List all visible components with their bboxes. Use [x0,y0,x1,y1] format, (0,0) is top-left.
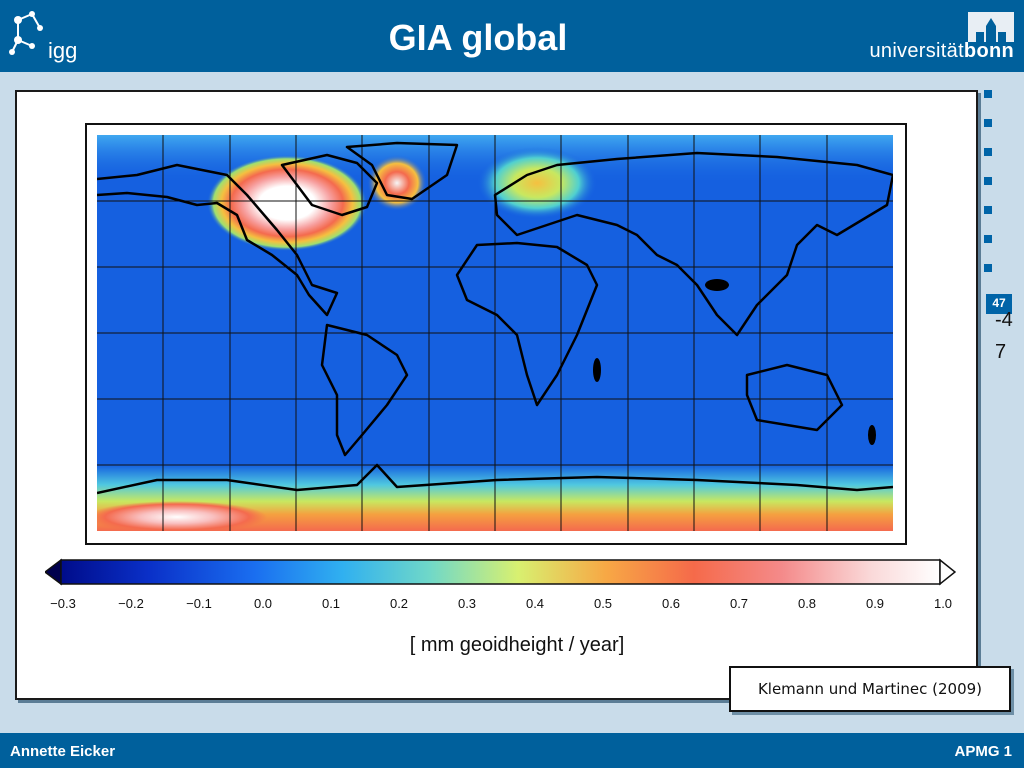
colorbar-tick: 0.4 [525,596,545,611]
colorbar-tick: 0.1 [321,596,341,611]
colorbar-tick: −0.1 [186,596,212,611]
colorbar-ticks: −0.3 −0.2 −0.1 0.0 0.1 0.2 0.3 0.4 0.5 0… [0,596,1024,616]
uni-bonn-logo-text: universitätbonn [869,40,1014,62]
gia-world-map [97,135,893,531]
gia-heatmap-image [97,135,893,531]
slide-title: GIA global [388,17,568,58]
footer-author: Annette Eicker [10,743,116,760]
colorbar-tick: 0.2 [389,596,409,611]
colorbar-graphic [43,558,957,586]
colorbar-tick: 0.8 [797,596,817,611]
colorbar-unit-label: [ mm geoidheight / year] [409,634,625,656]
colorbar-tick: 0.9 [865,596,885,611]
igg-logo-text: igg [48,38,78,63]
footer-bar: Annette Eicker APMG 1 [0,733,1024,768]
colorbar-tick: 0.6 [661,596,681,611]
colorbar-tick: −0.3 [50,596,76,611]
uni-bonn-logo: universitätbonn [869,12,1014,64]
colorbar-tick: 0.3 [457,596,477,611]
colorbar-tick: 1.0 [933,596,953,611]
world-map-frame [85,123,907,545]
building-logo-icon [968,12,1014,42]
molecule-logo-icon [9,11,43,55]
colorbar [43,558,957,586]
citation-box: Klemann und Martinec (2009) [729,666,1011,712]
page-number-badge: 47 [986,294,1012,314]
colorbar-tick: 0.5 [593,596,613,611]
footer-course: APMG 1 [954,743,1012,760]
igg-logo: igg [8,6,88,66]
header-bar: igg GIA global universitätbonn [0,0,1024,72]
colorbar-tick: −0.2 [118,596,144,611]
decorative-squares [984,90,994,293]
colorbar-tick: 0.7 [729,596,749,611]
colorbar-tick: 0.0 [253,596,273,611]
page-number-overlay: -4 7 [995,309,1013,363]
